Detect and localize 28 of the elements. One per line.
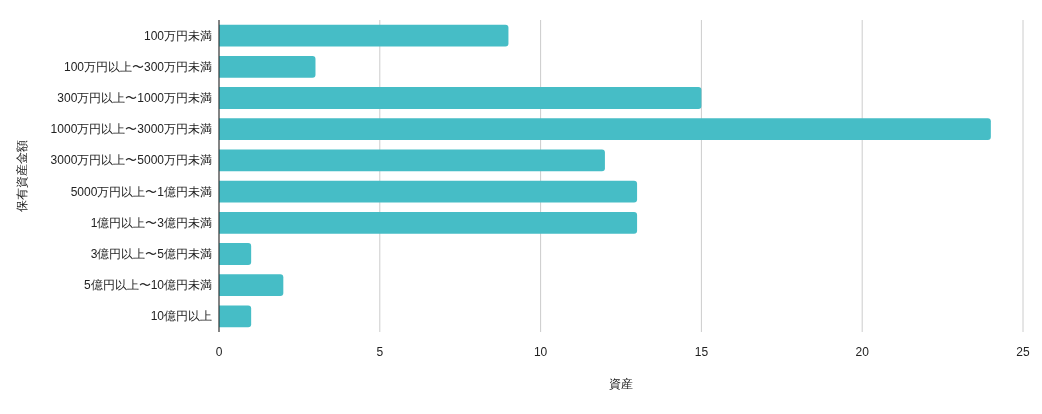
bar (219, 24, 509, 47)
bar (219, 211, 638, 234)
y-axis-title: 保有資産金額 (15, 140, 29, 212)
bar (219, 149, 605, 172)
x-tick-label: 25 (1016, 345, 1030, 359)
y-tick-label: 5億円以上〜10億円未満 (83, 278, 212, 293)
bar (219, 305, 252, 328)
bar (219, 274, 284, 297)
bar (219, 55, 316, 78)
y-tick-label: 5000万円以上〜1億円未満 (70, 184, 212, 199)
bar (219, 180, 638, 203)
y-tick-label: 3億円以上〜5億円未満 (90, 247, 212, 261)
x-tick-label: 5 (376, 345, 384, 359)
y-tick-label: 3000万円以上〜5000万円未満 (50, 153, 212, 168)
y-tick-label: 300万円以上〜1000万円未満 (57, 91, 212, 105)
bar (219, 118, 991, 141)
y-tick-label: 10億円以上 (150, 309, 212, 324)
x-axis-title: 資産 (609, 377, 633, 391)
x-tick-label: 20 (855, 345, 870, 359)
bar (219, 87, 702, 109)
y-tick-label: 1000万円以上〜3000万円未満 (50, 122, 212, 137)
x-tick-label: 0 (215, 345, 223, 359)
y-tick-label: 100万円未満 (143, 28, 212, 43)
x-tick-label: 15 (694, 345, 709, 359)
y-tick-label: 100万円以上〜300万円未満 (63, 59, 212, 74)
x-tick-label: 10 (533, 345, 548, 359)
y-tick-label: 1億円以上〜3億円未満 (90, 215, 212, 230)
bar (219, 243, 252, 265)
